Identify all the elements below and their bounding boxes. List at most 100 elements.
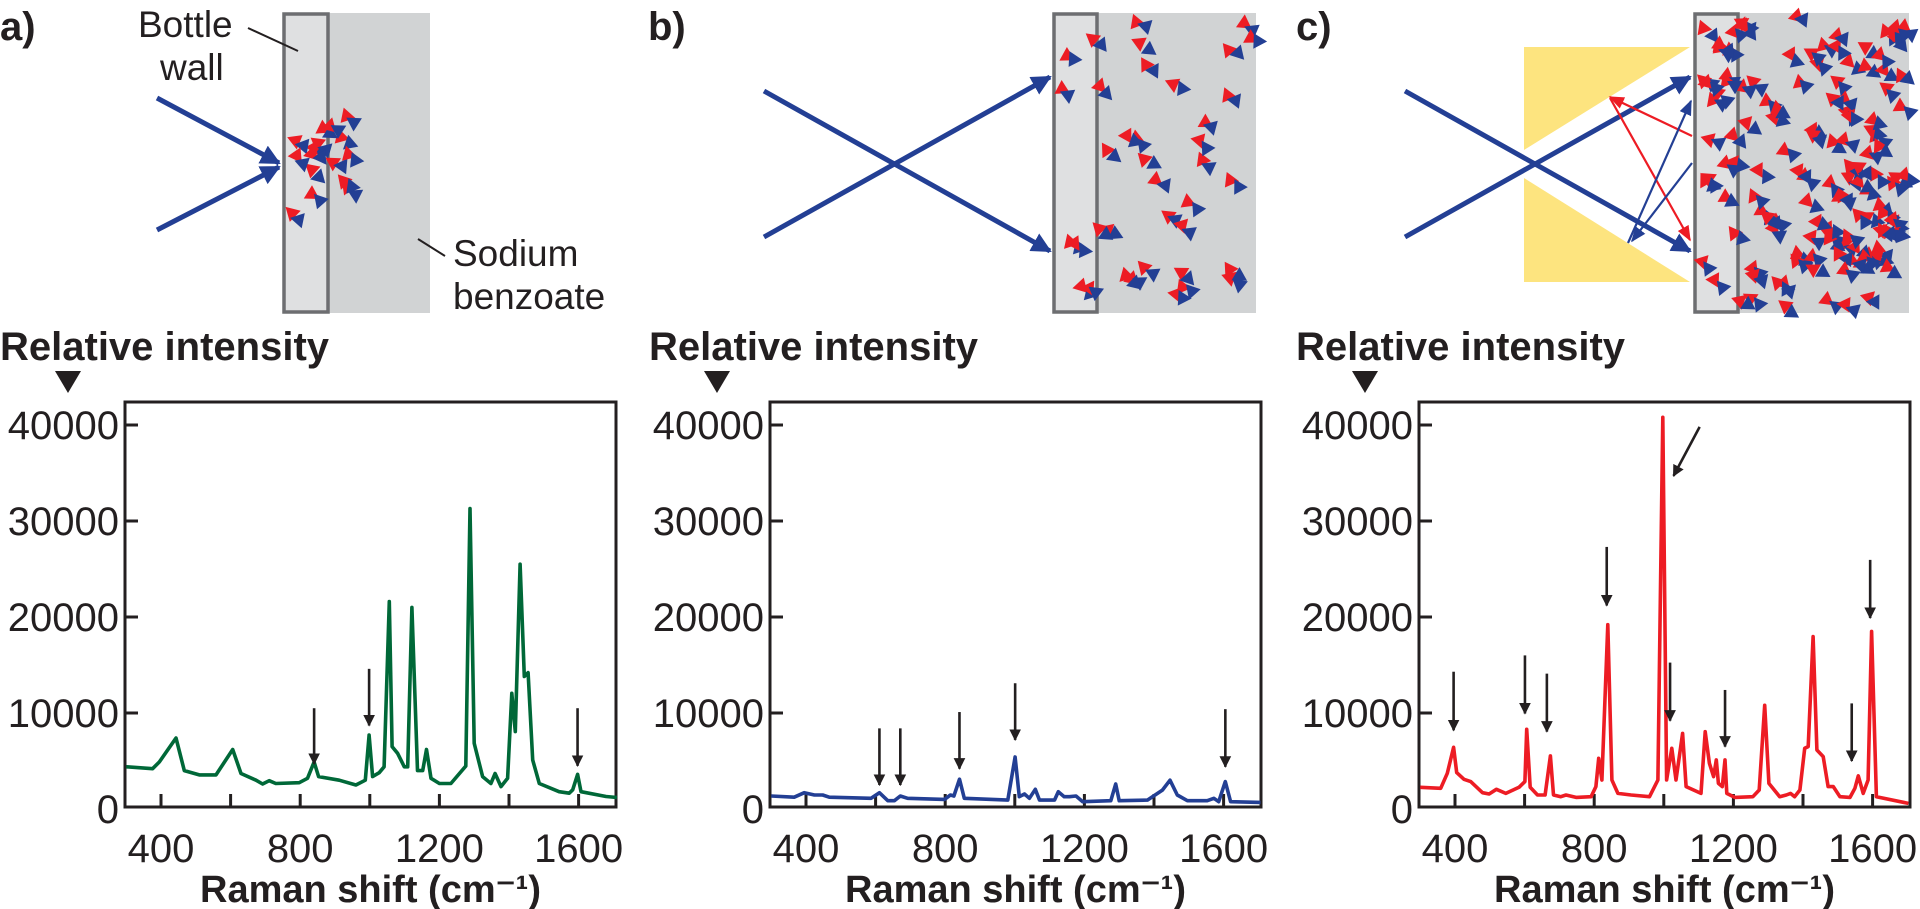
molecule-icon bbox=[1775, 141, 1792, 156]
molecule-icon bbox=[1753, 83, 1769, 98]
y-tick-label: 40000 bbox=[653, 404, 764, 448]
incident-laser-arrow bbox=[762, 88, 1052, 254]
molecule-icon bbox=[1860, 178, 1876, 193]
molecule-icon bbox=[1234, 179, 1248, 195]
molecule-icon bbox=[1736, 230, 1751, 246]
molecule-icon bbox=[1146, 155, 1162, 169]
molecule-icon bbox=[1177, 80, 1192, 96]
molecule-icon bbox=[1181, 227, 1197, 242]
molecule-icon bbox=[1173, 267, 1190, 282]
x-tick-label: 1200 bbox=[1040, 827, 1129, 871]
y-tick-label: 40000 bbox=[8, 404, 119, 448]
molecule-icon bbox=[1879, 258, 1896, 273]
molecule-icon bbox=[1746, 120, 1763, 135]
x-tick-label: 1600 bbox=[1828, 827, 1917, 871]
molecule-icon bbox=[1137, 152, 1153, 168]
molecule-icon bbox=[1870, 166, 1884, 182]
y-tick-label: 20000 bbox=[653, 596, 764, 640]
molecule-icon bbox=[1851, 258, 1867, 274]
molecule-icon bbox=[1224, 172, 1240, 188]
molecule-icon bbox=[1127, 132, 1144, 148]
sodium-benzoate-label: Sodium benzoate bbox=[453, 233, 605, 317]
collected-light-arrow bbox=[155, 164, 281, 233]
molecule-icon bbox=[1778, 300, 1794, 315]
molecule-icon bbox=[1799, 79, 1815, 95]
molecule-icon bbox=[1727, 80, 1743, 95]
x-tick-label: 1600 bbox=[534, 827, 623, 871]
molecule-icon bbox=[1253, 33, 1268, 49]
molecule-icon bbox=[1883, 67, 1900, 81]
molecule-icon bbox=[1765, 110, 1780, 126]
molecules-distributed bbox=[1054, 13, 1268, 306]
molecule-icon bbox=[294, 157, 310, 173]
molecule-icon bbox=[1724, 23, 1739, 39]
molecule-icon bbox=[303, 145, 319, 161]
molecule-icon bbox=[1781, 46, 1795, 62]
y-tick-label: 20000 bbox=[1302, 596, 1413, 640]
panel-c-diagram: c) bbox=[1296, 5, 1920, 320]
molecule-icon bbox=[1789, 163, 1804, 179]
molecule-icon bbox=[1870, 212, 1886, 229]
spectrum-chart-b: 0 10000 20000 30000 40000 400 800 1200 1600Raman… bbox=[653, 400, 1268, 909]
molecule-icon bbox=[1825, 92, 1841, 108]
molecule-icon bbox=[1179, 270, 1195, 286]
molecule-icon bbox=[1857, 42, 1874, 56]
molecule-icon bbox=[1849, 234, 1866, 250]
y-tick-label: 40000 bbox=[1302, 404, 1413, 448]
sodium-benzoate-leader-line bbox=[417, 238, 446, 257]
molecule-icon bbox=[1843, 158, 1859, 175]
x-tick-label: 400 bbox=[773, 827, 840, 871]
molecule-icon bbox=[1851, 60, 1867, 75]
molecule-icon bbox=[1851, 161, 1867, 176]
y-axis-pointer-icon bbox=[55, 371, 81, 393]
spectrum-line bbox=[771, 755, 1261, 805]
molecule-icon bbox=[1137, 260, 1153, 276]
molecule-icon bbox=[1085, 33, 1102, 48]
molecule-icon bbox=[1781, 281, 1796, 297]
molecule-icon bbox=[1704, 27, 1719, 43]
molecule-icon bbox=[1858, 144, 1874, 160]
molecule-icon bbox=[1767, 215, 1782, 231]
molecule-icon bbox=[1700, 133, 1716, 149]
molecule-icon bbox=[1720, 72, 1736, 88]
lens-mask-upper bbox=[1524, 47, 1690, 150]
molecule-icon bbox=[1131, 37, 1147, 52]
molecule-icon bbox=[1810, 237, 1827, 252]
y-axis-pointer-icon bbox=[704, 371, 730, 393]
molecule-icon bbox=[1845, 304, 1861, 320]
molecule-icon bbox=[1898, 28, 1914, 44]
molecule-icon bbox=[1091, 77, 1106, 93]
molecule-icon bbox=[1078, 242, 1094, 259]
y-tick-label: 10000 bbox=[653, 692, 764, 736]
molecule-icon bbox=[1886, 264, 1903, 279]
molecule-icon bbox=[287, 147, 302, 163]
spectrum-line bbox=[126, 506, 618, 800]
molecule-icon bbox=[1054, 80, 1070, 94]
molecule-icon bbox=[1144, 63, 1159, 79]
incident-laser-arrow bbox=[1403, 88, 1692, 254]
molecule-icon bbox=[1869, 248, 1884, 264]
molecule-icon bbox=[350, 152, 365, 168]
x-axis-title: Raman shift (cm⁻¹) bbox=[1494, 869, 1835, 909]
molecule-icon bbox=[1097, 85, 1113, 101]
molecule-icon bbox=[1180, 193, 1196, 208]
molecule-icon bbox=[1164, 78, 1181, 93]
molecule-icon bbox=[1749, 162, 1763, 178]
molecule-icon bbox=[1878, 222, 1892, 239]
molecule-icon bbox=[1865, 63, 1882, 78]
molecule-icon bbox=[1798, 259, 1814, 275]
y-tick-label: 10000 bbox=[8, 692, 119, 736]
plot-frame bbox=[768, 400, 1263, 809]
molecule-icon bbox=[310, 137, 326, 152]
molecule-icon bbox=[1140, 40, 1157, 55]
molecule-icon bbox=[285, 206, 301, 222]
molecule-icon bbox=[1720, 95, 1736, 110]
molecule-icon bbox=[1873, 126, 1888, 142]
molecule-icon bbox=[1877, 204, 1892, 221]
molecule-icon bbox=[1816, 216, 1833, 231]
molecule-icon bbox=[294, 138, 310, 155]
molecule-icon bbox=[343, 134, 359, 150]
molecule-icon bbox=[1755, 194, 1771, 211]
